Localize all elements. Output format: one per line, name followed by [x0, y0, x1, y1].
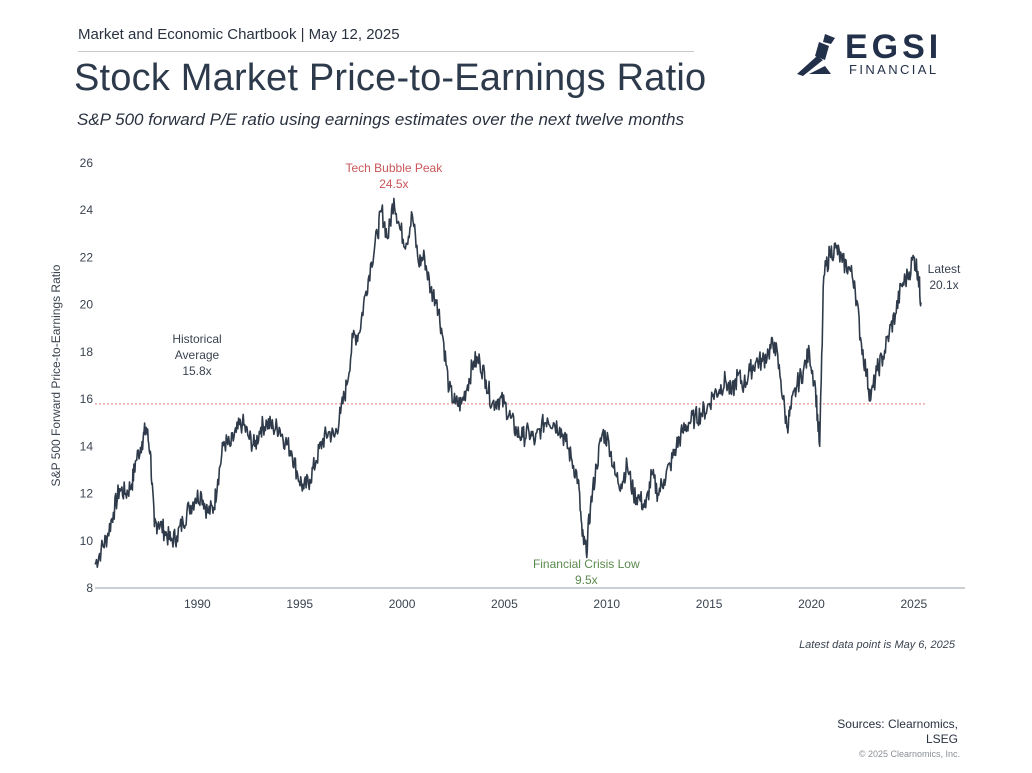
y-tick-label: 18 — [80, 345, 94, 359]
sources-line-1: Sources: Clearnomics, — [837, 717, 958, 731]
sources: Sources: Clearnomics, LSEG — [758, 717, 958, 747]
logo-wordmark: EGSI — [845, 28, 943, 66]
y-axis-ticks: 8 10 12 14 16 18 20 22 24 26 — [80, 156, 94, 595]
annotation-average-line: Historical — [172, 332, 221, 346]
annotation-low-line: 9.5x — [575, 573, 598, 587]
annotation-average-line: Average — [175, 348, 220, 362]
x-tick-label: 2025 — [900, 597, 927, 611]
chartbook-header: Market and Economic Chartbook | May 12, … — [78, 26, 400, 43]
y-tick-label: 24 — [80, 203, 94, 217]
logo-subtext: FINANCIAL — [849, 62, 939, 77]
y-tick-label: 20 — [80, 298, 94, 312]
latest-data-note: Latest data point is May 6, 2025 — [799, 639, 955, 651]
y-tick-label: 12 — [80, 487, 94, 501]
y-tick-label: 14 — [80, 439, 94, 453]
pe-ratio-line — [94, 197, 922, 568]
x-tick-label: 2010 — [593, 597, 620, 611]
y-tick-label: 26 — [80, 156, 94, 170]
header-divider — [78, 51, 694, 52]
copyright: © 2025 Clearnomics, Inc. — [858, 749, 960, 759]
hand-torch-icon — [797, 34, 835, 76]
x-tick-label: 1990 — [184, 597, 211, 611]
annotation-latest-line: Latest — [928, 262, 961, 276]
x-tick-label: 2015 — [696, 597, 723, 611]
annotation-peak-line: Tech Bubble Peak — [346, 161, 444, 175]
chart-annotations: Tech Bubble Peak 24.5x Financial Crisis Lo… — [172, 161, 961, 587]
y-tick-label: 8 — [86, 581, 93, 595]
y-tick-label: 22 — [80, 250, 94, 264]
y-tick-label: 16 — [80, 392, 94, 406]
page-title: Stock Market Price-to-Earnings Ratio — [74, 57, 707, 99]
company-logo: EGSI FINANCIAL — [795, 30, 955, 80]
page-subtitle: S&P 500 forward P/E ratio using earnings… — [77, 110, 684, 129]
x-tick-label: 1995 — [286, 597, 313, 611]
annotation-latest-line: 20.1x — [929, 278, 958, 292]
y-axis-label: S&P 500 Forward Price-to-Earnings Ratio — [49, 264, 63, 486]
x-tick-label: 2005 — [491, 597, 518, 611]
x-tick-label: 2000 — [389, 597, 416, 611]
y-tick-label: 10 — [80, 534, 94, 548]
annotation-low-line: Financial Crisis Low — [533, 557, 640, 571]
annotation-average-line: 15.8x — [182, 364, 211, 378]
x-axis-ticks: 1990 1995 2000 2005 2010 2015 2020 2025 — [184, 597, 927, 611]
x-tick-label: 2020 — [798, 597, 825, 611]
sources-line-2: LSEG — [925, 732, 958, 746]
annotation-peak-line: 24.5x — [379, 177, 408, 191]
